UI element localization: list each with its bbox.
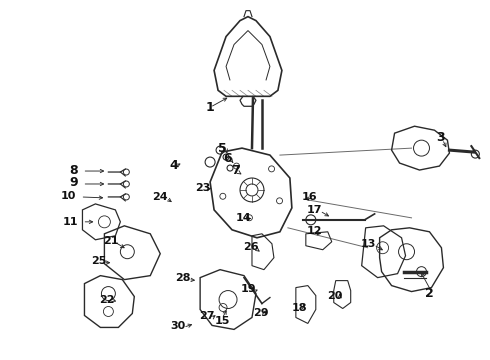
Text: 25: 25 [91,256,106,266]
Text: 12: 12 [307,226,322,236]
Text: 15: 15 [215,316,230,327]
Text: 17: 17 [307,205,322,215]
Text: 22: 22 [98,294,114,305]
Text: 16: 16 [302,192,318,202]
Text: 11: 11 [63,217,78,227]
Text: 27: 27 [199,311,215,321]
Text: 4: 4 [170,158,178,172]
Text: 21: 21 [102,236,118,246]
Text: 6: 6 [224,152,232,165]
Text: 29: 29 [253,309,269,319]
Text: 19: 19 [241,284,257,293]
Text: 7: 7 [231,163,240,176]
Text: 10: 10 [61,191,76,201]
Text: 2: 2 [425,287,434,300]
Text: 30: 30 [171,321,186,332]
Text: 1: 1 [206,101,215,114]
Text: 3: 3 [436,131,445,144]
Text: 24: 24 [152,192,168,202]
Text: 9: 9 [69,176,78,189]
Text: 26: 26 [243,242,259,252]
Text: 5: 5 [218,141,226,155]
Text: 18: 18 [292,302,308,312]
Text: 13: 13 [361,239,376,249]
Text: 14: 14 [235,213,251,223]
Text: 23: 23 [196,183,211,193]
Text: 28: 28 [175,273,191,283]
Text: 20: 20 [327,291,343,301]
Text: 8: 8 [69,163,78,176]
